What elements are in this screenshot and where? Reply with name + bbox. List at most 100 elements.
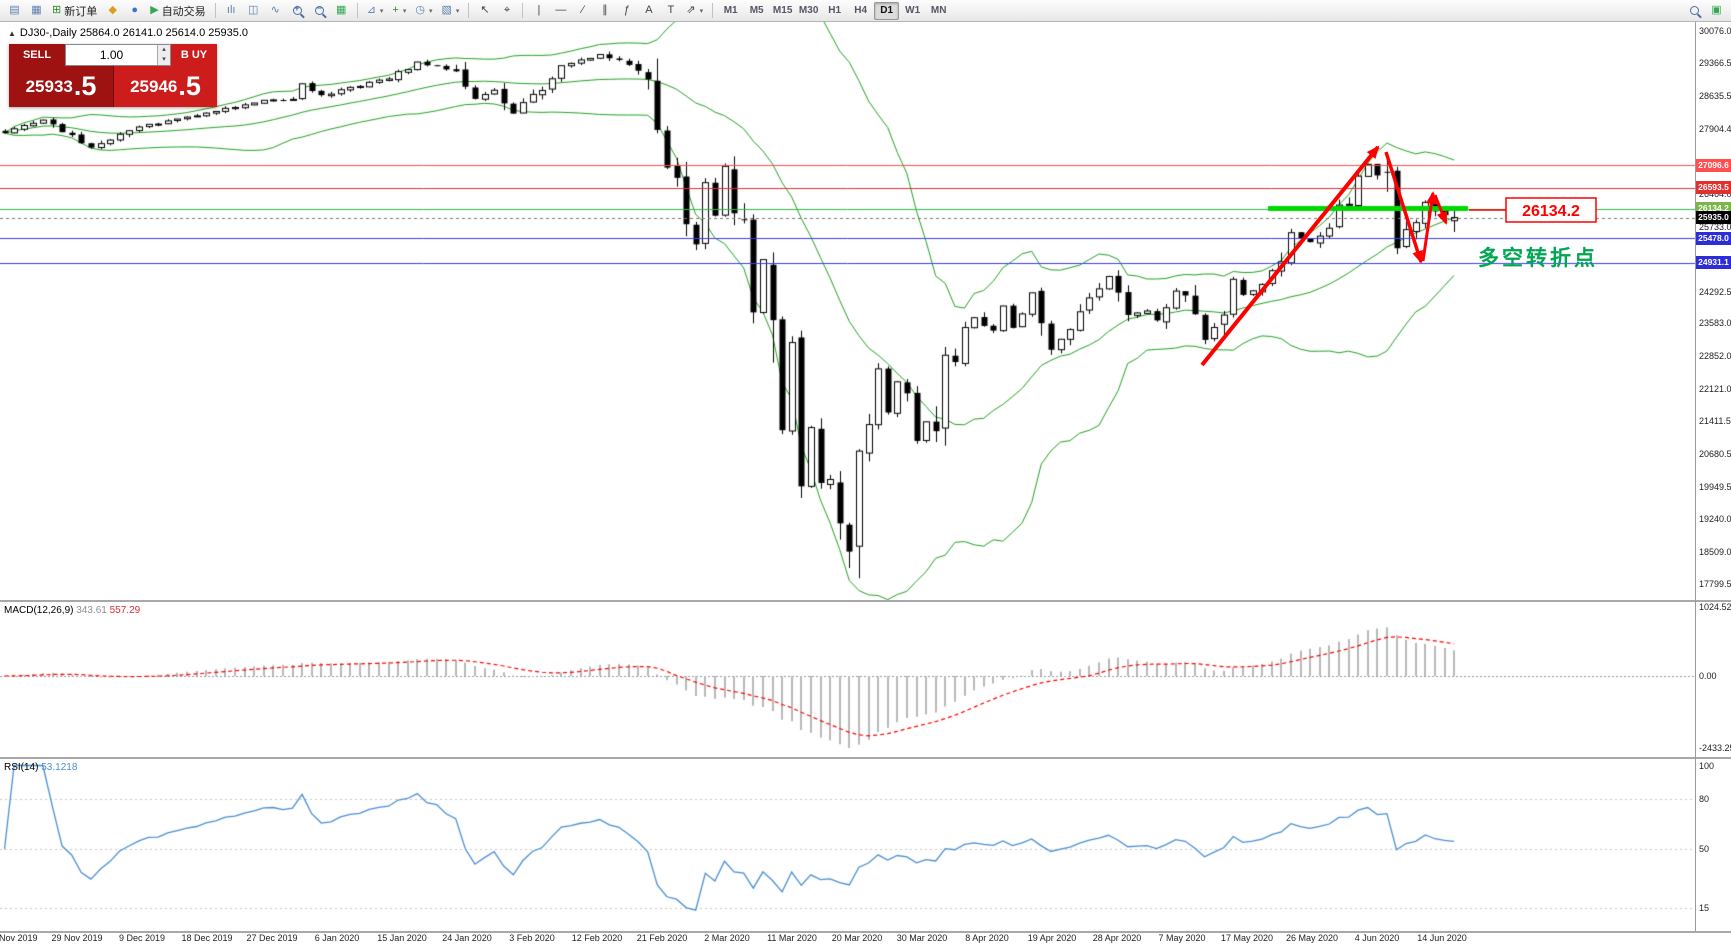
- autotrading-play-icon: ▶: [150, 4, 159, 16]
- periods-icon: ◷: [415, 4, 425, 16]
- price-tick: 21411.5: [1699, 416, 1731, 427]
- tile-windows-icon[interactable]: ▦: [331, 1, 352, 20]
- horizontal-line-icon[interactable]: —: [550, 1, 571, 20]
- crosshair-icon[interactable]: ⌖: [496, 1, 517, 20]
- collapse-panel-icon[interactable]: ▲: [8, 28, 16, 38]
- panel-separator[interactable]: [0, 600, 1731, 602]
- price-scale[interactable]: 30076.029366.528635.527904.426464.025733…: [1696, 0, 1731, 945]
- timeframe-h1-button[interactable]: H1: [822, 2, 847, 20]
- date-label: 26 May 2020: [1285, 933, 1339, 943]
- indicators-icon[interactable]: ⊿ ▾: [363, 1, 388, 20]
- timeframe-m30-button[interactable]: M30: [796, 2, 821, 20]
- bar-chart-type-icon: ılı: [226, 4, 236, 16]
- date-label: 20 Mar 2020: [831, 933, 883, 943]
- one-click-trading-panel: SELL 1.00 ▴ ▾ B UY 25933.5 25946.5: [9, 44, 217, 107]
- templates-icon: ▧: [441, 4, 452, 16]
- cursor-icon[interactable]: ↖: [474, 1, 495, 20]
- price-level-chip[interactable]: 24931.1: [1696, 256, 1731, 270]
- price-tick: 24292.5: [1699, 286, 1731, 297]
- toolbar-separator: [522, 3, 524, 18]
- chart-title: ▲ DJ30-,Daily 25864.0 26141.0 25614.0 25…: [8, 27, 248, 39]
- panel-separator[interactable]: [0, 757, 1731, 759]
- candlestick-type-icon[interactable]: ◫: [243, 1, 264, 20]
- sell-button[interactable]: SELL: [9, 44, 65, 66]
- price-tick: 27904.4: [1699, 123, 1731, 134]
- price-level-chip[interactable]: 25478.0: [1696, 231, 1731, 245]
- chevron-down-icon: ▾: [699, 7, 704, 15]
- date-label: 21 Feb 2020: [636, 933, 688, 943]
- add-indicator-icon[interactable]: + ▾: [388, 1, 410, 20]
- autotrading-button[interactable]: ▶ 自动交易: [146, 1, 209, 20]
- profiles-icon[interactable]: ▦: [26, 1, 47, 20]
- timeframe-h4-button[interactable]: H4: [848, 2, 873, 20]
- market-watch-icon[interactable]: ●: [124, 1, 145, 20]
- templates-icon[interactable]: ▧ ▾: [438, 1, 464, 20]
- fibonacci-icon[interactable]: ƒ: [616, 1, 637, 20]
- periods-icon[interactable]: ◷ ▾: [411, 1, 436, 20]
- market-watch-icon: ●: [131, 4, 139, 16]
- price-level-chip[interactable]: 27096.6: [1696, 158, 1731, 172]
- date-label: 7 May 2020: [1158, 933, 1206, 943]
- main-chart-canvas[interactable]: [0, 22, 1695, 600]
- time-axis[interactable]: 20 Nov 2019 29 Nov 2019 9 Dec 2019 18 Dec 2…: [0, 932, 1695, 945]
- tile-windows-icon: ▦: [335, 4, 347, 16]
- rsi-scale-tick: 80: [1699, 794, 1710, 804]
- channel-icon[interactable]: ∥: [594, 1, 615, 20]
- arrows-icon: ⇗: [686, 4, 696, 16]
- macd-indicator-canvas[interactable]: [0, 602, 1695, 757]
- new-order-button[interactable]: ⊞ 新订单: [48, 1, 101, 20]
- text-icon[interactable]: A: [638, 1, 659, 20]
- text-icon: A: [645, 4, 653, 16]
- volume-value[interactable]: 1.00: [99, 48, 124, 62]
- arrows-icon[interactable]: ⇗ ▾: [682, 1, 707, 20]
- sell-price[interactable]: 25933.5: [9, 66, 113, 107]
- price-tick: 23583.0: [1699, 318, 1731, 329]
- date-label: 12 Feb 2020: [571, 933, 623, 943]
- price-tick: 18509.0: [1699, 547, 1731, 558]
- timeframe-m15-button[interactable]: M15: [770, 2, 795, 20]
- vertical-line-icon[interactable]: |: [528, 1, 549, 20]
- rsi-indicator-canvas[interactable]: [0, 759, 1695, 931]
- alerts-icon[interactable]: ◆: [102, 1, 123, 20]
- timeframe-mn-button[interactable]: MN: [926, 2, 951, 20]
- chevron-down-icon: ▾: [455, 7, 460, 15]
- zoom-in-icon: [292, 3, 302, 15]
- macd-scale-tick: 1024.52: [1699, 602, 1731, 612]
- rsi-value: 53.1218: [41, 762, 78, 773]
- zoom-out-icon[interactable]: [309, 1, 330, 20]
- volume-up-icon[interactable]: ▴: [158, 45, 170, 55]
- toolbar-separator: [356, 3, 358, 18]
- volume-spinner[interactable]: ▴ ▾: [157, 45, 170, 65]
- cursor-icon: ↖: [480, 4, 490, 16]
- date-label: 24 Jan 2020: [442, 933, 492, 943]
- line-chart-type-icon[interactable]: ∿: [265, 1, 286, 20]
- bar-chart-type-icon[interactable]: ılı: [221, 1, 242, 20]
- date-label: 20 Nov 2019: [0, 933, 38, 943]
- layers-icon[interactable]: ▣: [1706, 1, 1727, 20]
- date-label: 2 Mar 2020: [704, 933, 750, 943]
- volume-down-icon[interactable]: ▾: [158, 55, 170, 65]
- timeframe-m5-button[interactable]: M5: [744, 2, 769, 20]
- scale-separator: [1695, 22, 1696, 931]
- search-icon[interactable]: [1684, 1, 1705, 20]
- price-level-chip[interactable]: 26593.5: [1696, 181, 1731, 195]
- timeframe-m1-button[interactable]: M1: [718, 2, 743, 20]
- timeframe-d1-button[interactable]: D1: [874, 1, 900, 20]
- vertical-line-icon: |: [537, 4, 541, 16]
- date-label: 3 Feb 2020: [509, 933, 555, 943]
- buy-price[interactable]: 25946.5: [113, 66, 217, 107]
- trendline-icon[interactable]: ∕: [572, 1, 593, 20]
- zoom-in-icon[interactable]: [287, 1, 308, 20]
- price-tick: 19240.0: [1699, 514, 1731, 525]
- toolbar-separator: [468, 3, 470, 18]
- date-label: 17 May 2020: [1220, 933, 1274, 943]
- text-label-icon[interactable]: T: [660, 1, 681, 20]
- timeframe-w1-button[interactable]: W1: [900, 2, 925, 20]
- volume-control[interactable]: 1.00 ▴ ▾: [65, 44, 171, 66]
- rsi-scale-tick: 100: [1699, 760, 1715, 771]
- new-chart-icon[interactable]: ▤: [4, 1, 25, 20]
- date-label: 27 Dec 2019: [246, 933, 298, 943]
- chevron-down-icon: ▾: [402, 7, 407, 15]
- buy-button[interactable]: B UY: [171, 44, 217, 66]
- date-label: 30 Mar 2020: [896, 933, 948, 943]
